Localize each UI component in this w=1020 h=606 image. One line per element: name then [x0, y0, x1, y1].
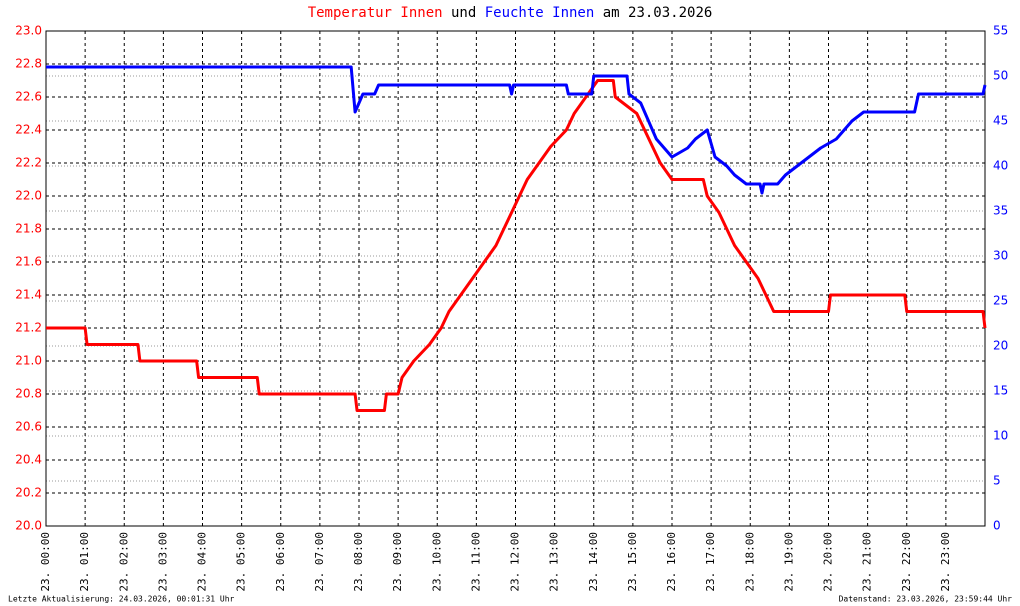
x-tick-label: 23. 23:00 [939, 532, 952, 592]
title-and: und [451, 5, 476, 21]
x-tick-label: 23. 11:00 [469, 532, 482, 592]
y-tick-label: 22.2 [15, 156, 42, 170]
y-tick-label: 20.6 [15, 420, 42, 434]
y2-tick-label: 20 [993, 339, 1008, 353]
x-tick-label: 23. 12:00 [509, 532, 522, 592]
footer-right: Datenstand: 23.03.2026, 23:59:44 Uhr [839, 595, 1013, 604]
series-line [46, 79, 987, 412]
y-tick-label: 21.8 [15, 222, 42, 236]
y-tick-label: 21.4 [15, 288, 42, 302]
y2-tick-label: 45 [993, 114, 1008, 128]
footer-left: Letzte Aktualisierung: 24.03.2026, 00:01… [8, 595, 235, 604]
plot-frame [45, 30, 986, 527]
x-tick-label: 23. 17:00 [704, 532, 717, 592]
y2-tick-label: 55 [993, 24, 1008, 38]
chart-title: Temperatur Innen und Feuchte Innen am 23… [308, 5, 713, 21]
x-tick-label: 23. 20:00 [822, 532, 835, 592]
x-tick-label: 23. 15:00 [626, 532, 639, 592]
y2-tick-label: 25 [993, 294, 1008, 308]
y-tick-label: 22.4 [15, 123, 42, 137]
y2-tick-label: 35 [993, 204, 1008, 218]
x-tick-label: 23. 03:00 [156, 532, 169, 592]
x-tick-label: 23. 05:00 [235, 532, 248, 592]
y-tick-label: 22.6 [15, 90, 42, 104]
x-tick-label: 23. 14:00 [587, 532, 600, 592]
x-tick-label: 23. 00:00 [39, 532, 52, 592]
y2-tick-label: 15 [993, 384, 1008, 398]
title-temp: Temperatur Innen [308, 5, 443, 21]
x-tick-label: 23. 21:00 [861, 532, 874, 592]
x-tick-label: 23. 10:00 [430, 532, 443, 592]
y2-tick-label: 5 [993, 474, 1001, 488]
y2-tick-label: 30 [993, 249, 1008, 263]
y-tick-label: 22.0 [15, 189, 42, 203]
y2-tick-label: 50 [993, 69, 1008, 83]
x-tick-label: 23. 02:00 [117, 532, 130, 592]
y-tick-label: 20.2 [15, 486, 42, 500]
x-tick-label: 23. 01:00 [78, 532, 91, 592]
series-line [46, 65, 987, 195]
x-tick-label: 23. 06:00 [274, 532, 287, 592]
y-tick-label: 20.0 [15, 519, 42, 533]
title-date: am 23.03.2026 [603, 5, 713, 21]
x-tick-label: 23. 22:00 [900, 532, 913, 592]
x-tick-label: 23. 19:00 [782, 532, 795, 592]
y-tick-label: 20.8 [15, 387, 42, 401]
x-tick-label: 23. 09:00 [391, 532, 404, 592]
y-tick-label: 20.4 [15, 453, 42, 467]
y-tick-label: 22.8 [15, 57, 42, 71]
y-tick-label: 21.2 [15, 321, 42, 335]
title-hum: Feuchte Innen [485, 5, 595, 21]
y-tick-label: 21.0 [15, 354, 42, 368]
x-tick-label: 23. 07:00 [313, 532, 326, 592]
x-tick-label: 23. 16:00 [665, 532, 678, 592]
y-tick-label: 23.0 [15, 24, 42, 38]
x-tick-label: 23. 13:00 [548, 532, 561, 592]
y2-tick-label: 10 [993, 429, 1008, 443]
y2-tick-label: 40 [993, 159, 1008, 173]
y-tick-label: 21.6 [15, 255, 42, 269]
x-tick-label: 23. 18:00 [743, 532, 756, 592]
x-tick-label: 23. 08:00 [352, 532, 365, 592]
x-tick-label: 23. 04:00 [196, 532, 209, 592]
y2-tick-label: 0 [993, 519, 1001, 533]
